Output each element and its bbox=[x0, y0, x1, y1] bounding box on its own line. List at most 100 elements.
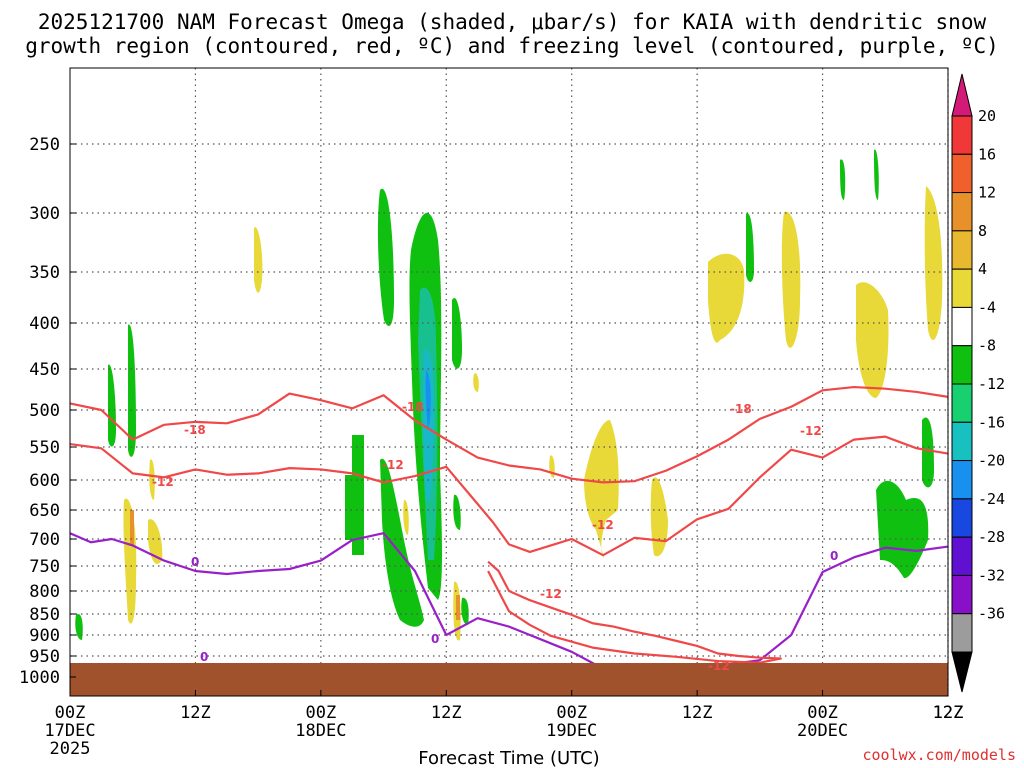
colorbar-label-0: 20 bbox=[978, 107, 996, 125]
chart-title-line2: growth region (contoured, red, ºC) and f… bbox=[25, 34, 999, 58]
omega-shade-ascent-left bbox=[377, 188, 394, 326]
colorbar-swatch-5 bbox=[951, 268, 973, 308]
chart-title-line1: 2025121700 NAM Forecast Omega (shaded, μ… bbox=[38, 10, 987, 34]
colorbar-label-4: 4 bbox=[978, 260, 987, 278]
omega-shade-ascent-max bbox=[425, 370, 431, 430]
omega-shade-ascent-small2 bbox=[461, 597, 469, 625]
colorbar-swatch-6 bbox=[951, 306, 973, 347]
omega-shade-ascent-lower bbox=[380, 458, 424, 627]
contour-label-minus12-b: -12 bbox=[382, 458, 404, 472]
contour-label-minus12-d: -12 bbox=[540, 587, 562, 601]
omega-shade-ascent-small bbox=[75, 614, 83, 640]
y-tick-label-450: 450 bbox=[29, 360, 60, 380]
omega-shade-ascent-east4 bbox=[840, 159, 846, 200]
y-tick-label-800: 800 bbox=[29, 582, 60, 602]
y-tick-label-500: 500 bbox=[29, 401, 60, 421]
omega-shade-descent-6 bbox=[924, 186, 943, 340]
colorbar-swatch-12 bbox=[951, 536, 973, 576]
colorbar-label-5: -4 bbox=[978, 298, 996, 316]
colorbar-label-2: 12 bbox=[978, 184, 996, 202]
y-tick-label-250: 250 bbox=[29, 135, 60, 155]
x-tick-label-top-2: 00Z bbox=[305, 703, 336, 723]
y-tick-label-1000: 1000 bbox=[19, 668, 60, 688]
x-tick-label-extra-0: 2025 bbox=[50, 739, 91, 759]
x-tick-label-top-4: 00Z bbox=[556, 703, 587, 723]
omega-shade-ascent-left3 bbox=[128, 324, 136, 457]
omega-shade-descent-12 bbox=[473, 373, 479, 392]
contour-labels: -18 -18 -18 -12 -12 -12 -12 -12 -12 0 0 … bbox=[152, 400, 838, 673]
colorbar-swatch-2 bbox=[951, 153, 973, 194]
colorbar-swatch-10 bbox=[951, 460, 973, 500]
contour-label-minus18-b: -18 bbox=[402, 400, 424, 414]
omega-shade-descent-4 bbox=[781, 211, 801, 348]
y-axis: 2503003504004505005506006507007508008509… bbox=[19, 135, 76, 688]
x-tick-label-top-1: 12Z bbox=[180, 703, 211, 723]
plot-area: -18 -18 -18 -12 -12 -12 -12 -12 -12 0 0 … bbox=[69, 67, 949, 697]
colorbar-label-1: 16 bbox=[978, 145, 996, 163]
omega-shade-ascent-east5 bbox=[874, 149, 879, 200]
omega-shade-descent-16 bbox=[456, 595, 460, 620]
omega-shade-descent-2 bbox=[650, 477, 668, 557]
colorbar-label-10: -24 bbox=[978, 490, 1005, 508]
colorbar-label-8: -16 bbox=[978, 413, 1005, 431]
colorbar-swatch-4 bbox=[951, 230, 973, 270]
y-tick-label-300: 300 bbox=[29, 204, 60, 224]
credit-text: coolwx.com/models bbox=[862, 746, 1016, 764]
contour-label-minus18-a: -18 bbox=[184, 423, 206, 437]
y-tick-label-850: 850 bbox=[29, 605, 60, 625]
contours bbox=[69, 385, 949, 674]
x-tick-label-bottom-2: 18DEC bbox=[295, 721, 346, 741]
omega-shading bbox=[75, 149, 943, 641]
y-tick-label-350: 350 bbox=[29, 263, 60, 283]
x-tick-label-top-0: 00Z bbox=[55, 703, 86, 723]
omega-shade-ascent-right bbox=[452, 298, 462, 369]
contour-line-2 bbox=[69, 532, 949, 674]
omega-shade-descent-3 bbox=[708, 253, 745, 343]
omega-shade-descent-5 bbox=[856, 282, 889, 398]
contour-label-minus12-a: -12 bbox=[152, 475, 174, 489]
x-tick-label-top-5: 12Z bbox=[682, 703, 713, 723]
y-tick-label-550: 550 bbox=[29, 438, 60, 458]
contour-label-zero-d: 0 bbox=[830, 549, 838, 563]
x-tick-label-top-3: 12Z bbox=[431, 703, 462, 723]
colorbar-swatch-13 bbox=[951, 574, 973, 615]
colorbar-swatch-11 bbox=[951, 498, 973, 538]
colorbar-label-12: -32 bbox=[978, 566, 1005, 584]
contour-line-1 bbox=[69, 435, 949, 557]
contour-label-zero-a: 0 bbox=[191, 555, 199, 569]
y-tick-label-900: 900 bbox=[29, 626, 60, 646]
x-tick-label-top-end: 12Z bbox=[933, 703, 964, 723]
colorbar-label-13: -36 bbox=[978, 605, 1005, 623]
omega-shade-ascent-east1 bbox=[876, 480, 929, 579]
colorbar-label-7: -12 bbox=[978, 375, 1005, 393]
colorbar-label-11: -28 bbox=[978, 528, 1005, 546]
contour-line-0 bbox=[69, 385, 949, 484]
contour-label-zero-b: 0 bbox=[200, 650, 208, 664]
colorbar-swatch-3 bbox=[951, 192, 973, 232]
omega-shade-descent-10 bbox=[149, 459, 155, 500]
contour-label-minus12-c: -12 bbox=[592, 518, 614, 532]
contour-label-minus18-c: -18 bbox=[730, 402, 752, 416]
colorbar: 20 16 12 8 4 -4 -8 -12 -16 -20 -24 -28 -32 -36 bbox=[951, 73, 1005, 693]
contour-label-minus12-e: -12 bbox=[800, 424, 822, 438]
y-tick-label-650: 650 bbox=[29, 501, 60, 521]
omega-shade-descent-7 bbox=[254, 227, 263, 293]
omega-shade-ascent-small3 bbox=[453, 494, 461, 530]
x-tick-label-top-6: 00Z bbox=[807, 703, 838, 723]
omega-shade-ascent-mid2 bbox=[352, 435, 364, 555]
x-axis-title: Forecast Time (UTC) bbox=[418, 748, 599, 768]
omega-shade-ascent-left2 bbox=[108, 364, 116, 447]
x-tick-label-bottom-0: 17DEC bbox=[44, 721, 95, 741]
omega-shade-descent-13 bbox=[403, 499, 409, 535]
omega-shade-ascent-east3 bbox=[746, 213, 754, 282]
colorbar-cap-top bbox=[951, 73, 973, 117]
contour-line-3 bbox=[487, 560, 782, 664]
y-tick-label-600: 600 bbox=[29, 471, 60, 491]
plot-background bbox=[70, 68, 948, 696]
contour-label-zero-c: 0 bbox=[431, 632, 439, 646]
colorbar-label-9: -20 bbox=[978, 452, 1005, 470]
colorbar-swatch-7 bbox=[951, 345, 973, 385]
contour-label-minus12-f: -12 bbox=[708, 659, 730, 673]
